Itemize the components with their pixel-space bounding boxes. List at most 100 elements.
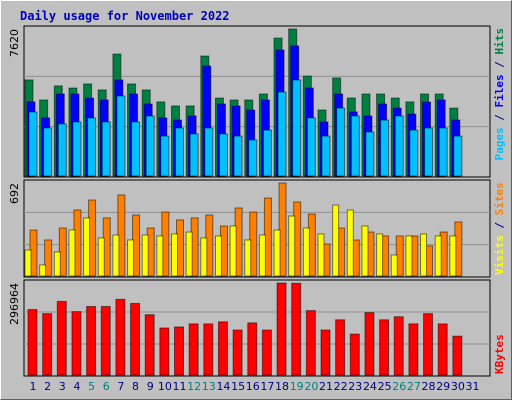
x-tick-label: 31 xyxy=(466,380,480,393)
bar xyxy=(376,233,384,277)
bar xyxy=(288,215,296,277)
bar xyxy=(261,329,272,376)
bar xyxy=(44,239,53,277)
bar xyxy=(292,79,302,177)
bar xyxy=(437,323,448,376)
bar xyxy=(393,316,404,376)
bar xyxy=(349,333,360,376)
x-tick-label: 29 xyxy=(436,380,450,393)
bar xyxy=(144,314,155,376)
bar xyxy=(116,95,126,177)
bar xyxy=(408,323,419,376)
x-tick-label: 18 xyxy=(275,380,289,393)
x-tick-label: 3 xyxy=(59,380,66,393)
bar xyxy=(232,329,243,376)
bar xyxy=(39,264,47,277)
bar xyxy=(277,91,287,177)
x-tick-label: 11 xyxy=(173,380,187,393)
bar xyxy=(97,237,105,277)
bar xyxy=(423,313,434,376)
bar xyxy=(28,111,38,177)
bar xyxy=(247,322,258,376)
x-tick-label: 24 xyxy=(363,380,377,393)
legend-entry: Hits xyxy=(493,28,506,55)
x-tick-label: 27 xyxy=(407,380,421,393)
bar xyxy=(364,312,375,376)
bar xyxy=(365,131,375,177)
bar xyxy=(43,127,53,177)
bar xyxy=(452,335,463,376)
x-tick-label: 2 xyxy=(44,380,51,393)
legend-entry: Files xyxy=(493,74,506,107)
x-tick-label: 12 xyxy=(187,380,201,393)
x-tick-label: 1 xyxy=(30,380,37,393)
x-tick-label: 19 xyxy=(290,380,304,393)
legend-entry: KBytes xyxy=(493,334,506,374)
x-tick-label: 22 xyxy=(334,380,348,393)
bar xyxy=(156,235,164,277)
bar xyxy=(72,121,82,177)
bar xyxy=(379,319,390,376)
bar xyxy=(409,129,419,177)
legend-separator: / xyxy=(493,215,506,235)
bar xyxy=(405,235,413,277)
bar xyxy=(434,235,442,277)
legend: Visits / Sites xyxy=(493,182,506,275)
bar xyxy=(115,298,126,376)
bar xyxy=(258,234,266,277)
legend-separator: / xyxy=(493,108,506,128)
bar xyxy=(56,300,67,376)
legend: Pages / Files / Hits xyxy=(493,28,506,161)
x-tick-label: 6 xyxy=(103,380,110,393)
bar xyxy=(453,135,463,177)
bar xyxy=(248,139,258,177)
bar xyxy=(83,217,91,277)
x-tick-label: 28 xyxy=(422,380,436,393)
bar xyxy=(244,239,252,277)
x-tick-label: 5 xyxy=(88,380,95,393)
bar xyxy=(57,123,67,177)
y-tick-label: 7620 xyxy=(8,29,21,57)
bar xyxy=(276,282,287,376)
bar xyxy=(424,127,434,177)
bar xyxy=(420,233,428,277)
bar xyxy=(171,233,178,277)
x-tick-label: 8 xyxy=(132,380,139,393)
bar xyxy=(346,209,354,277)
bar xyxy=(214,235,222,277)
bar xyxy=(204,127,214,177)
bar xyxy=(131,121,141,177)
x-tick-label: 13 xyxy=(202,380,216,393)
legend: KBytes xyxy=(493,334,506,374)
x-tick-label: 21 xyxy=(319,380,333,393)
bar xyxy=(438,127,448,177)
bar xyxy=(335,319,346,376)
x-tick-label: 16 xyxy=(246,380,260,393)
bar xyxy=(217,321,228,376)
x-tick-label: 4 xyxy=(73,380,80,393)
bar xyxy=(449,235,457,277)
x-tick-label: 23 xyxy=(348,380,362,393)
bar xyxy=(185,231,193,277)
bar xyxy=(200,237,208,277)
bar xyxy=(86,306,97,376)
x-tick-label: 30 xyxy=(451,380,465,393)
bar xyxy=(278,182,287,277)
x-tick-label: 26 xyxy=(392,380,406,393)
bar xyxy=(203,323,214,376)
bar xyxy=(174,326,184,376)
bar xyxy=(100,306,111,376)
legend-entry: Visits xyxy=(493,235,506,275)
bar xyxy=(390,254,398,277)
x-tick-label: 9 xyxy=(147,380,154,393)
x-tick-label: 10 xyxy=(158,380,172,393)
bar xyxy=(262,129,272,177)
bar xyxy=(302,227,310,277)
bar xyxy=(42,313,53,376)
bar xyxy=(188,323,199,376)
bar xyxy=(317,233,325,277)
y-tick-label: 692 xyxy=(8,183,21,204)
x-tick-label: 15 xyxy=(231,380,245,393)
